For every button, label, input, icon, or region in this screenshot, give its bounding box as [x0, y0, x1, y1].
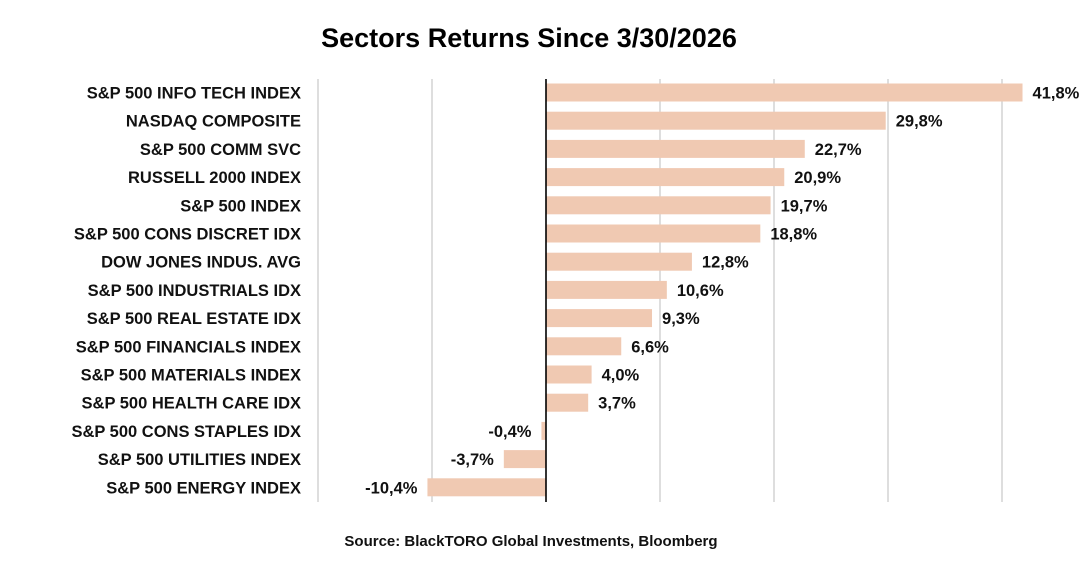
category-label-14: S&P 500 UTILITIES INDEX: [98, 451, 301, 469]
value-label-12: 3,7%: [598, 395, 636, 413]
bar-13: [541, 421, 546, 440]
bar-12: [546, 393, 589, 412]
bar-14: [503, 450, 546, 469]
value-label-3: 22,7%: [815, 141, 862, 159]
value-label-1: 41,8%: [1033, 85, 1080, 103]
source-note: Source: BlackTORO Global Investments, Bl…: [344, 533, 717, 550]
value-label-11: 4,0%: [602, 367, 640, 385]
category-label-1: S&P 500 INFO TECH INDEX: [87, 85, 301, 103]
bar-7: [546, 252, 692, 271]
value-label-15: -10,4%: [365, 479, 418, 497]
category-label-6: S&P 500 CONS DISCRET IDX: [74, 226, 301, 244]
value-label-7: 12,8%: [702, 254, 749, 272]
bar-4: [546, 168, 785, 187]
value-label-5: 19,7%: [781, 197, 828, 215]
category-label-4: RUSSELL 2000 INDEX: [128, 169, 301, 187]
bar-11: [546, 365, 592, 384]
value-labels: 41,8% 29,8% 22,7% 20,9% 19,7% 18,8% 12,8% 10,6%…: [365, 85, 1079, 498]
category-label-9: S&P 500 REAL ESTATE IDX: [87, 310, 301, 328]
bar-8: [546, 280, 667, 299]
bar-2: [546, 111, 886, 130]
category-label-3: S&P 500 COMM SVC: [140, 141, 301, 159]
category-label-15: S&P 500 ENERGY INDEX: [106, 479, 301, 497]
category-label-13: S&P 500 CONS STAPLES IDX: [71, 423, 301, 441]
chart-title: Sectors Returns Since 3/30/2026: [321, 23, 737, 53]
bar-15: [427, 478, 546, 497]
value-label-2: 29,8%: [896, 113, 943, 131]
category-label-12: S&P 500 HEALTH CARE IDX: [82, 395, 301, 413]
value-label-8: 10,6%: [677, 282, 724, 300]
value-label-10: 6,6%: [631, 338, 669, 356]
bar-3: [546, 139, 805, 158]
value-label-6: 18,8%: [770, 226, 817, 244]
bar-10: [546, 337, 622, 356]
bar-6: [546, 224, 761, 243]
category-label-5: S&P 500 INDEX: [180, 197, 301, 215]
bar-1: [546, 83, 1023, 102]
category-label-7: DOW JONES INDUS. AVG: [101, 254, 301, 272]
category-label-10: S&P 500 FINANCIALS INDEX: [76, 338, 301, 356]
bars: [427, 83, 1023, 497]
bar-5: [546, 196, 771, 215]
category-label-2: NASDAQ COMPOSITE: [126, 113, 301, 131]
value-label-14: -3,7%: [451, 451, 494, 469]
value-label-4: 20,9%: [794, 169, 841, 187]
category-label-8: S&P 500 INDUSTRIALS IDX: [88, 282, 301, 300]
value-label-9: 9,3%: [662, 310, 700, 328]
category-label-11: S&P 500 MATERIALS INDEX: [81, 367, 301, 385]
category-labels: S&P 500 INFO TECH INDEX NASDAQ COMPOSITE S…: [71, 85, 301, 498]
value-label-13: -0,4%: [488, 423, 531, 441]
bar-9: [546, 309, 653, 328]
